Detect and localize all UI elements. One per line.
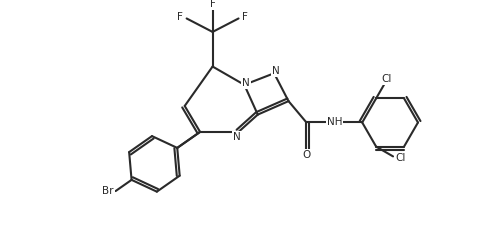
- Text: N: N: [272, 66, 280, 76]
- Text: F: F: [177, 11, 183, 22]
- Text: F: F: [242, 11, 248, 22]
- Text: Cl: Cl: [395, 153, 405, 163]
- Text: O: O: [302, 150, 310, 160]
- Text: N: N: [242, 78, 250, 88]
- Text: Br: Br: [102, 186, 114, 196]
- Text: N: N: [233, 132, 240, 142]
- Text: F: F: [210, 0, 216, 9]
- Text: NH: NH: [327, 117, 342, 128]
- Text: Cl: Cl: [382, 74, 392, 84]
